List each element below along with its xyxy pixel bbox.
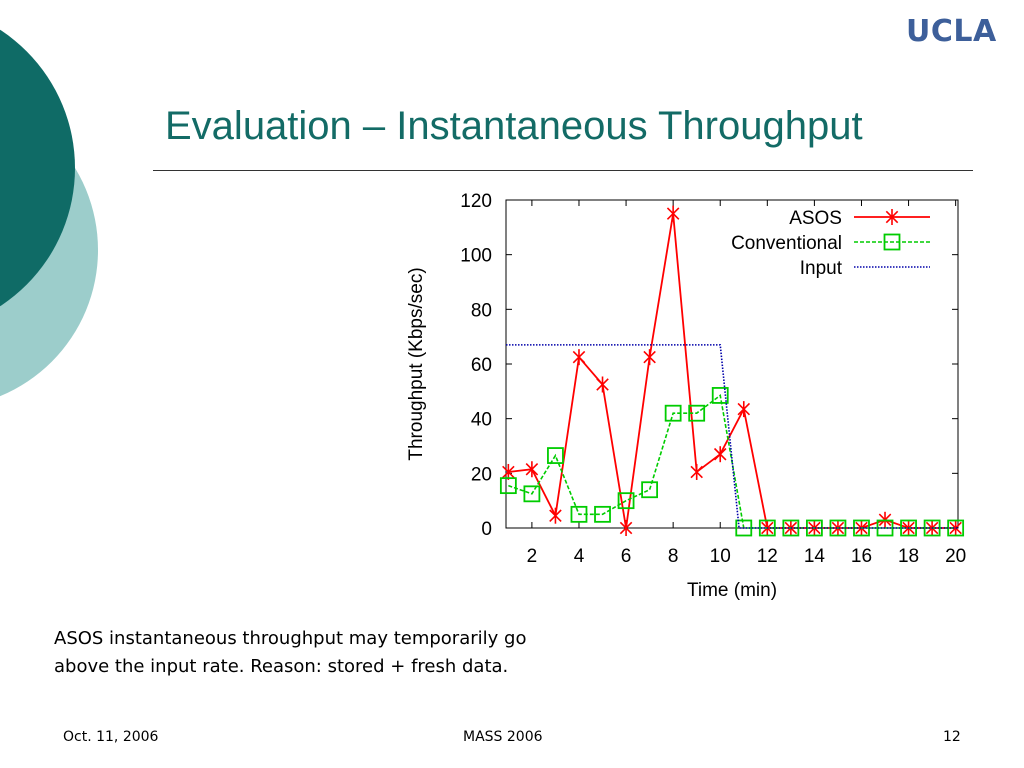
x-tick-label: 20 [945,546,966,567]
asos-line [508,213,956,529]
decorative-circles [0,29,98,397]
conventional-point [900,519,917,537]
footer-conference: MASS 2006 [463,729,543,745]
asos-point [572,349,586,366]
x-axis-label: Time (min) [687,580,777,601]
asos-point [643,349,656,366]
throughput-chart: 0 20 40 60 80 100 120 2 4 6 8 10 12 14 16 18 20 Time (min… [406,191,966,601]
legend-label-asos: ASOS [789,208,842,229]
y-tick-label: 120 [460,191,492,212]
y-axis-label: Throughput (Kbps/sec) [406,267,427,460]
marker-stroke [643,350,656,364]
asos-point [596,376,609,393]
asos-point [525,461,539,478]
asos-point [713,446,727,463]
legend-label-conventional: Conventional [731,233,842,254]
y-tick-label: 60 [471,355,492,376]
conventional-point [641,481,659,499]
y-tick-label: 0 [481,519,492,540]
input-line [506,344,958,529]
conventional-point [923,519,941,537]
x-tick-label: 8 [668,546,679,567]
marker-stroke [502,465,515,479]
conventional-line [508,394,956,529]
conventional-point [758,519,776,537]
title-divider [153,170,973,171]
y-tick-label: 80 [471,300,492,321]
marker-stroke [619,521,633,535]
x-tick-label: 14 [804,546,826,567]
asos-point [690,463,703,480]
x-tick-label: 10 [710,546,731,567]
conventional-point [876,519,894,537]
legend-marker-conventional [883,233,901,251]
slide-title: Evaluation – Instantaneous Throughput [165,104,863,148]
marker-stroke [549,509,562,522]
asos-point [737,401,751,418]
marker-stroke [885,210,899,224]
marker-stroke [690,465,703,479]
conventional-point [547,447,564,464]
ucla-logo: UCLA [906,14,997,49]
x-tick-label: 4 [574,546,585,567]
conventional-point [688,404,706,422]
marker-stroke [525,462,539,476]
y-tick-label: 100 [460,246,492,267]
marker-stroke [713,447,727,461]
asos-point [666,205,680,222]
conventional-point [523,485,541,503]
y-tick-label: 40 [471,410,492,431]
y-tick-label: 20 [471,464,492,485]
x-tick-label: 2 [527,546,538,567]
x-tick-label: 16 [851,546,872,567]
conventional-point [617,492,635,510]
conventional-point [570,505,588,523]
legend-marker-asos [885,209,899,225]
slide-number: 12 [943,729,961,745]
conventional-point [499,477,517,495]
x-tick-label: 6 [621,546,632,567]
asos-point [549,507,562,524]
conventional-point [594,505,611,523]
caption-line-2: above the input rate. Reason: stored + f… [54,656,509,677]
marker-stroke [666,207,680,220]
conventional-point [782,519,800,537]
asos-point [949,520,962,536]
marker-stroke [737,402,751,416]
asos-point [619,520,633,536]
x-tick-label: 18 [898,546,919,567]
marker-stroke [949,521,962,535]
conventional-point [711,387,729,404]
marker-stroke [572,350,586,364]
legend-label-input: Input [800,258,843,279]
slide-caption: ASOS instantaneous throughput may tempor… [54,625,694,681]
marker-stroke [596,378,609,391]
conventional-point [735,519,753,537]
caption-line-1: ASOS instantaneous throughput may tempor… [54,628,527,649]
dark-teal-circle [0,29,75,307]
x-tick-label: 12 [757,546,778,567]
conventional-point [664,404,682,422]
footer-date: Oct. 11, 2006 [63,729,159,745]
